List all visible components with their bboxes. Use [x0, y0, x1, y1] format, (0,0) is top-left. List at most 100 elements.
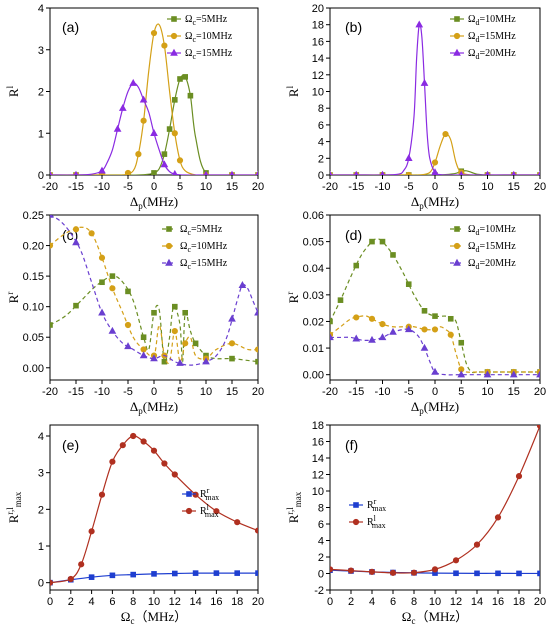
marker-p4-s0-8: [213, 570, 220, 576]
marker-p2-sL0-0: [166, 226, 172, 232]
marker-p2-s2-0: [50, 215, 54, 218]
axis-label-part: （MHz）: [134, 609, 187, 624]
axis-label-part: Ω: [402, 609, 412, 624]
x-tick-label: 20: [534, 596, 546, 608]
x-tick-label: 16: [210, 596, 222, 608]
marker-p2-s2-8: [202, 357, 210, 365]
x-tick-label: 8: [411, 596, 417, 608]
y-tick-label: 0.04: [303, 263, 324, 275]
panel-2: -20 -15 -10 -5 0 5 10 15 20 0.00 0.05 0.10 0.15 0.20 0…: [5, 210, 264, 416]
panel-label: (d): [345, 227, 362, 243]
marker-p0-s2-5: [129, 78, 138, 86]
marker-p2-s0-8: [172, 303, 178, 310]
legend-text-part: l: [374, 514, 377, 523]
marker-p3-s1-2: [368, 315, 376, 322]
axis-label-part: Δ: [130, 194, 138, 209]
legend-text-part: max: [372, 504, 386, 513]
axis-label-part: （MHz）: [415, 609, 468, 624]
y-tick-label: 10: [312, 87, 324, 99]
axis-label-part: r,l: [285, 507, 295, 515]
axis-label-part: p: [419, 406, 424, 416]
x-axis-label: Δp(MHz): [411, 399, 459, 416]
marker-p2-s0-13: [255, 358, 258, 365]
y-axis-label: Rr,lmax: [285, 491, 303, 523]
marker-p0-s1-9: [176, 157, 184, 164]
legend-text-part: c: [192, 35, 196, 44]
marker-p3-sL0-0: [454, 226, 460, 232]
marker-p2-s1-13: [254, 346, 258, 353]
marker-p4-s0-9: [234, 570, 240, 576]
legend-text-part: Ω: [468, 241, 475, 252]
legend-text-part: =15MHz: [479, 31, 516, 42]
x-tick-label: 15: [226, 181, 238, 193]
marker-p2-s2-9: [228, 314, 236, 322]
marker-p2-s1-1: [72, 226, 80, 233]
marker-p0-s1-7: [161, 42, 168, 49]
marker-p2-s1-2: [88, 230, 95, 237]
marker-p2-s2-4: [124, 342, 132, 350]
legend-label: Ωd=15MHz: [468, 241, 516, 254]
legend-text-part: =10MHz: [479, 14, 516, 25]
marker-p2-s1-10: [182, 340, 189, 347]
x-tick-label: 5: [458, 181, 464, 193]
x-tick-label: 10: [200, 386, 212, 398]
x-tick-label: 10: [481, 386, 493, 398]
marker-p0-s0-8: [177, 76, 183, 82]
marker-p1-s2-10: [537, 170, 540, 175]
y-tick-label: 1: [38, 541, 44, 553]
panel-label: (b): [345, 19, 362, 35]
x-tick-label: -20: [322, 386, 338, 398]
marker-p4-s0-3: [109, 572, 116, 579]
marker-p5-s1-6: [452, 557, 460, 564]
y-tick-label: 0.02: [303, 316, 324, 328]
x-tick-label: 15: [226, 386, 238, 398]
legend-label: Ωc=15MHz: [180, 258, 228, 271]
x-tick-label: 18: [231, 596, 243, 608]
legend-text-part: Ω: [468, 48, 475, 59]
marker-p1-s2-7: [458, 170, 464, 175]
legend-label: Rr max: [367, 497, 386, 513]
series-line-1: [330, 315, 540, 373]
marker-p2-s2-11: [254, 308, 258, 316]
x-tick-label: -10: [375, 181, 391, 193]
marker-p4-s1-13: [213, 508, 220, 515]
x-tick-label: 20: [252, 596, 264, 608]
marker-p0-s0-4: [151, 170, 157, 175]
series-line-2: [50, 215, 258, 366]
y-tick-label: 0: [318, 569, 324, 581]
y-tick-label: 8: [318, 503, 324, 515]
y-tick-label: 16: [312, 437, 324, 449]
series-line-2: [330, 23, 540, 175]
marker-p3-sL2-0: [453, 258, 461, 266]
marker-p5-s1-9: [515, 473, 523, 480]
marker-p4-s1-9: [150, 447, 158, 454]
y-tick-label: 3: [38, 45, 44, 57]
x-tick-label: -10: [94, 386, 110, 398]
legend-text-part: =10MHz: [196, 31, 233, 42]
marker-p3-s1-7: [447, 331, 454, 338]
panel-4: 0 2 4 6 8 10 12 14 16 18 2001234Ωc（MHz）Rr,lmax(e)R…: [5, 424, 264, 626]
y-tick-label: 0.15: [23, 271, 44, 283]
x-tick-label: 20: [252, 181, 264, 193]
marker-p0-s2-11: [229, 170, 235, 175]
x-tick-label: 20: [252, 386, 264, 398]
marker-p1-s1-3: [405, 171, 412, 175]
legend-label: Ωd=10MHz: [468, 224, 516, 237]
axis-label-part: c: [130, 616, 134, 626]
marker-p3-s2-11: [536, 370, 540, 378]
x-tick-label: -5: [404, 386, 414, 398]
marker-p4-s0-2: [88, 574, 95, 580]
marker-p4-s1-7: [130, 432, 137, 440]
marker-p2-s1-12: [228, 340, 236, 347]
x-tick-label: 20: [534, 181, 546, 193]
marker-p3-s2-0: [330, 333, 334, 341]
marker-p5-s1-7: [473, 541, 481, 548]
marker-p0-s0-5: [161, 151, 168, 157]
y-tick-label: 0: [318, 170, 324, 182]
marker-p4-s1-4: [98, 491, 106, 498]
marker-p0-s2-1: [73, 170, 79, 175]
legend-text-part: =10MHz: [479, 224, 516, 235]
marker-p3-s0-10: [458, 339, 465, 346]
marker-p2-s2-10: [238, 281, 247, 288]
axis-label-part: Δ: [411, 194, 419, 209]
